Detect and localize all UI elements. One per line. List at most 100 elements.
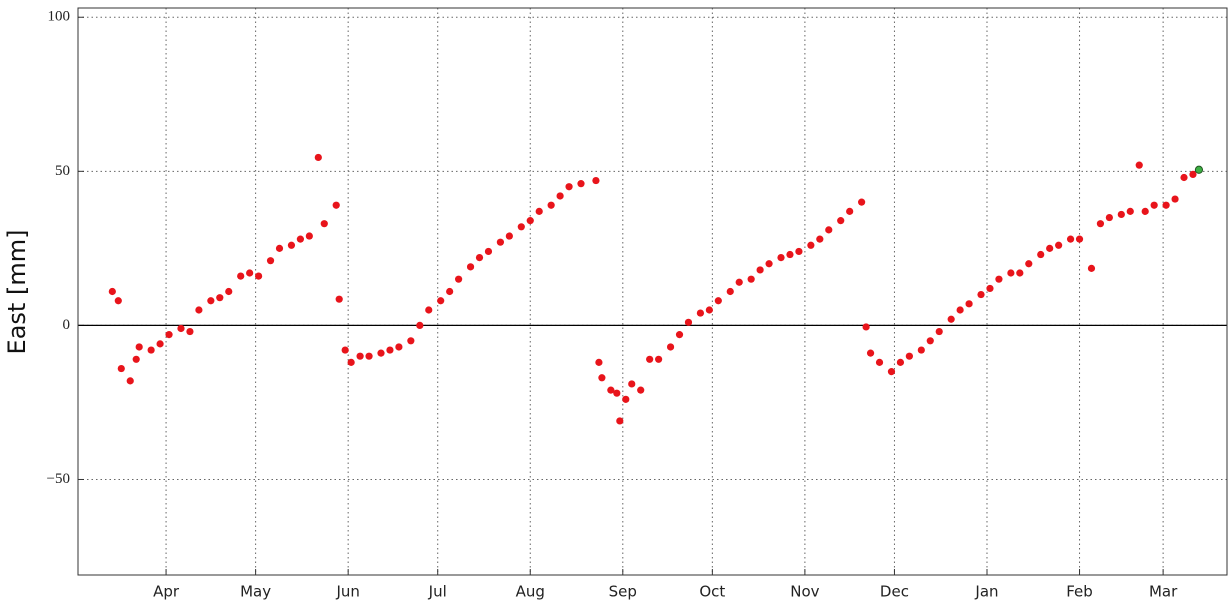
point	[332, 201, 340, 209]
point	[517, 223, 525, 231]
point	[905, 352, 913, 360]
point	[592, 176, 600, 185]
point	[225, 287, 233, 296]
point	[416, 321, 424, 329]
y-tick-label: −50	[47, 471, 70, 487]
point	[1016, 269, 1024, 277]
point	[735, 278, 743, 286]
point	[132, 355, 140, 363]
point	[1055, 241, 1063, 249]
point	[177, 324, 185, 333]
point	[475, 254, 484, 262]
point	[1025, 260, 1033, 268]
x-tick-label: Jun	[335, 583, 359, 601]
point	[1135, 161, 1143, 169]
point	[862, 323, 870, 331]
point	[565, 183, 573, 191]
point	[466, 263, 475, 271]
point	[117, 364, 125, 373]
x-tick-label: Oct	[699, 583, 725, 601]
point	[947, 315, 955, 323]
point	[816, 235, 824, 243]
point	[956, 306, 964, 314]
point	[296, 235, 304, 243]
point	[1037, 250, 1045, 259]
point	[837, 217, 845, 225]
y-tick-label: 50	[55, 163, 70, 179]
point	[1117, 210, 1125, 219]
point	[935, 327, 943, 336]
point	[395, 343, 403, 351]
point	[756, 266, 764, 274]
point	[237, 272, 245, 280]
point	[1075, 235, 1084, 243]
point	[628, 380, 636, 388]
point	[1150, 201, 1158, 209]
point	[305, 232, 313, 240]
point	[287, 241, 296, 249]
point	[1105, 213, 1113, 222]
point	[1096, 220, 1105, 228]
x-tick-label: Apr	[153, 583, 180, 601]
point	[616, 417, 624, 425]
point	[1171, 195, 1179, 203]
point	[598, 374, 606, 382]
point	[356, 352, 364, 360]
x-tick-label: Jul	[428, 583, 447, 601]
point	[446, 287, 454, 296]
point	[484, 247, 493, 256]
point	[341, 346, 349, 354]
point	[684, 318, 693, 326]
point	[556, 192, 564, 200]
point	[1141, 207, 1149, 215]
point	[607, 386, 615, 394]
point	[108, 287, 116, 296]
point	[255, 272, 263, 280]
point	[147, 346, 155, 354]
point	[135, 343, 143, 351]
point	[1126, 207, 1134, 215]
point	[875, 358, 884, 366]
point	[496, 238, 505, 246]
point	[747, 275, 755, 283]
point	[505, 232, 513, 240]
point	[887, 368, 896, 376]
point	[547, 201, 555, 209]
point	[846, 207, 854, 215]
y-tick-label: 100	[48, 9, 71, 25]
point	[786, 250, 794, 259]
point	[207, 297, 215, 305]
point	[577, 180, 585, 188]
x-tick-label: Nov	[790, 583, 819, 601]
point	[535, 207, 543, 215]
point	[595, 358, 603, 366]
point	[425, 306, 433, 314]
point	[386, 346, 394, 354]
point	[613, 389, 621, 397]
x-tick-label: Feb	[1066, 583, 1093, 601]
point	[825, 226, 833, 234]
point	[314, 153, 322, 162]
point	[714, 297, 722, 305]
point	[156, 340, 164, 348]
point	[455, 275, 463, 283]
point	[917, 346, 925, 354]
y-tick-label: 0	[63, 317, 71, 333]
point	[726, 287, 734, 296]
point	[646, 355, 654, 363]
point	[1066, 235, 1075, 243]
point	[216, 294, 224, 302]
point	[526, 217, 534, 225]
point	[1189, 170, 1197, 179]
point	[195, 306, 203, 314]
point	[1046, 244, 1054, 252]
point	[186, 327, 194, 336]
point	[320, 220, 328, 228]
point	[795, 247, 803, 256]
point	[858, 198, 866, 206]
point	[114, 297, 122, 305]
point	[637, 386, 645, 394]
x-tick-label: Sep	[609, 583, 637, 601]
point	[275, 244, 284, 252]
